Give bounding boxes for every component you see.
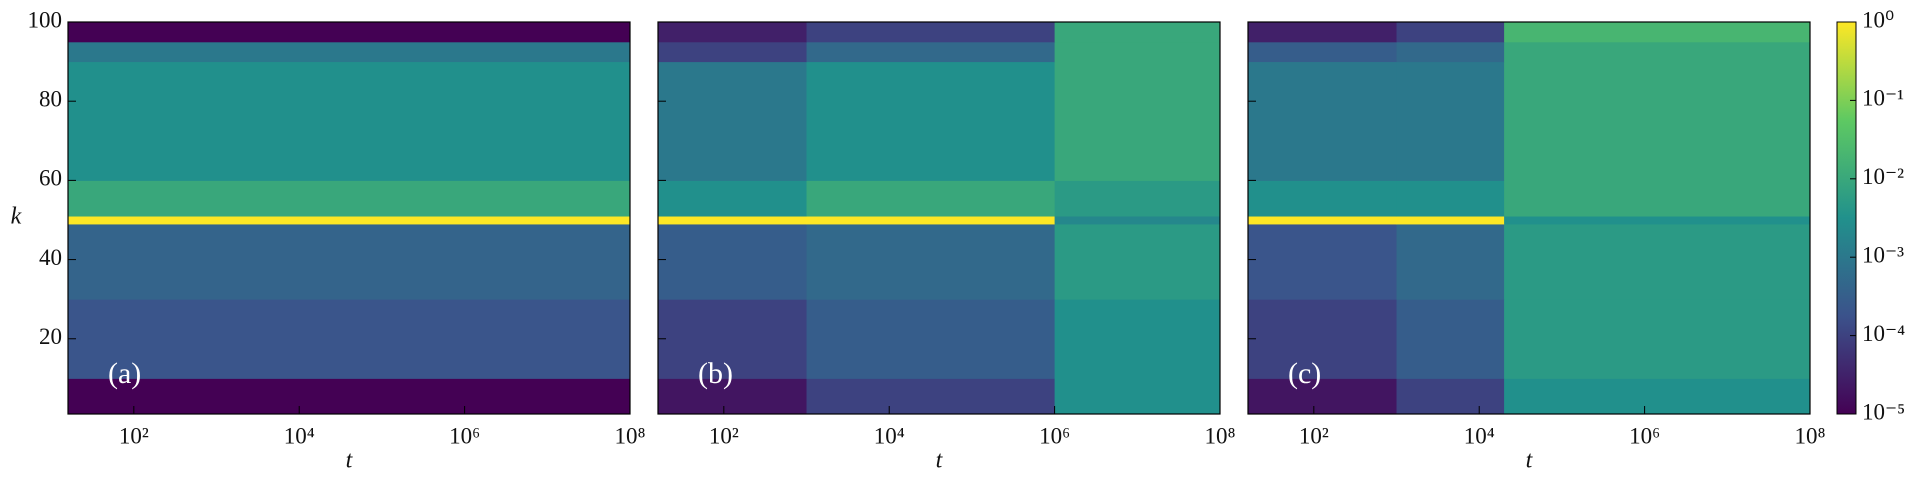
heat-cell <box>68 22 631 43</box>
heat-cell <box>1396 223 1505 300</box>
heat-cell <box>658 22 808 43</box>
heat-cell <box>68 180 631 217</box>
x-axis-label: t <box>1526 448 1534 474</box>
heat-cell <box>658 299 808 379</box>
heat-cell <box>1396 299 1505 379</box>
x-axis-label: t <box>346 448 354 474</box>
heat-cell <box>1054 299 1221 379</box>
heat-cell <box>1248 61 1398 181</box>
heat-cell <box>658 378 808 415</box>
heat-cell <box>1054 216 1221 225</box>
heat-cell <box>68 61 631 181</box>
colorbar-tick-label: 10⁰ <box>1862 7 1894 32</box>
colorbar-tick-label: 10⁻² <box>1862 164 1904 189</box>
x-tick-label: 10⁴ <box>284 423 315 448</box>
heat-cell <box>1054 41 1221 63</box>
heat-cell <box>658 216 808 225</box>
heat-cell <box>658 61 808 181</box>
heat-cell <box>68 299 631 379</box>
heat-cell <box>1504 216 1811 225</box>
x-tick-label: 10⁸ <box>1204 423 1235 448</box>
x-tick-label: 10⁸ <box>614 423 645 448</box>
heat-cell <box>806 22 1056 43</box>
y-tick-label: 20 <box>39 324 62 349</box>
heat-cell <box>1504 378 1811 415</box>
heat-cell <box>68 223 631 300</box>
x-axis-label: t <box>936 448 944 474</box>
colorbar-tick-label: 10⁻¹ <box>1862 86 1904 111</box>
colorbar <box>1836 21 1857 415</box>
x-tick-label: 10⁴ <box>874 423 905 448</box>
y-tick-label: 80 <box>39 86 62 111</box>
heat-cell <box>1054 378 1221 415</box>
heat-cell <box>1504 223 1811 300</box>
heat-cell <box>1396 378 1505 415</box>
heat-cell <box>68 41 631 63</box>
heat-cell <box>68 216 631 225</box>
heat-cell <box>806 299 1056 379</box>
heat-cell <box>658 223 808 300</box>
heat-cell <box>806 216 1056 225</box>
plot-frame <box>1247 21 1811 415</box>
heat-cell <box>806 180 1056 217</box>
panel-label: (a) <box>108 357 141 390</box>
x-tick-label: 10⁶ <box>1039 423 1070 448</box>
heat-cell <box>806 41 1056 63</box>
x-tick-label: 10² <box>119 423 149 448</box>
heat-cell <box>806 61 1056 181</box>
heat-cell <box>1248 180 1398 217</box>
heat-cell <box>1054 22 1221 43</box>
x-tick-label: 10⁸ <box>1794 423 1825 448</box>
heat-cell <box>1504 22 1811 43</box>
x-tick-label: 10² <box>709 423 739 448</box>
heat-cell <box>1396 41 1505 63</box>
heat-cell <box>658 180 808 217</box>
y-tick-label: 60 <box>39 166 62 191</box>
panel-label: (c) <box>1288 357 1321 390</box>
heat-cell <box>1248 223 1398 300</box>
colorbar-tick-label: 10⁻⁵ <box>1862 399 1905 424</box>
colorbar-tick-label: 10⁻³ <box>1862 242 1904 267</box>
x-tick-label: 10⁴ <box>1464 423 1495 448</box>
heat-cell <box>1396 216 1505 225</box>
plot-frame <box>657 21 1221 415</box>
heat-cell <box>1396 61 1505 181</box>
heat-cell <box>1248 216 1398 225</box>
heat-cell <box>1248 378 1398 415</box>
heat-cell <box>1054 223 1221 300</box>
heat-cell <box>1396 180 1505 217</box>
panel-label: (b) <box>698 357 733 390</box>
heat-cell <box>1054 180 1221 217</box>
plot-frame <box>67 21 631 415</box>
heat-cell <box>1248 299 1398 379</box>
heat-cell <box>806 378 1056 415</box>
x-tick-label: 10⁶ <box>1629 423 1660 448</box>
colorbar-tick-label: 10⁻⁴ <box>1862 321 1905 346</box>
heat-cell <box>1504 299 1811 379</box>
heat-cell <box>1248 22 1398 43</box>
heat-cell <box>1504 61 1811 181</box>
heat-cell <box>658 41 808 63</box>
x-tick-label: 10⁶ <box>449 423 480 448</box>
heat-cell <box>1396 22 1505 43</box>
heat-cell <box>1504 180 1811 217</box>
x-tick-label: 10² <box>1299 423 1329 448</box>
y-tick-label: 100 <box>28 7 63 32</box>
heat-cell <box>1248 41 1398 63</box>
heat-cell <box>68 378 631 415</box>
heat-cell <box>1504 41 1811 63</box>
y-axis-label: k <box>11 204 22 230</box>
y-tick-label: 40 <box>39 245 62 270</box>
heat-cell <box>1054 61 1221 181</box>
heat-cell <box>806 223 1056 300</box>
